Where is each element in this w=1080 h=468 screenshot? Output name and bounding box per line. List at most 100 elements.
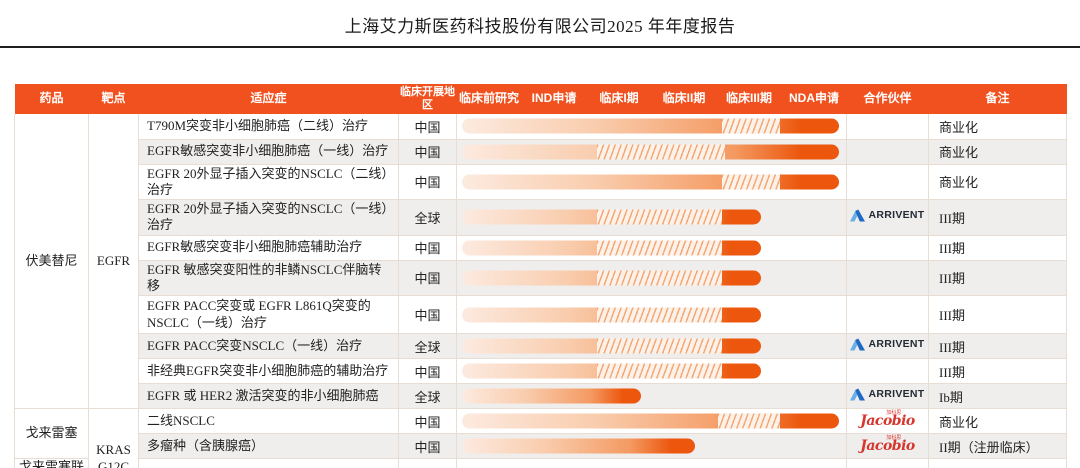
region-cell: 中国 [398,114,457,140]
indication-cell: EGFR PACC突变或 EGFR L861Q突变的NSCLC（一线）治疗 [138,295,399,334]
col-header-nda: NDA申请 [781,84,847,114]
col-header-phase-preclinical: 临床前研究 [456,84,522,114]
pipeline-row: 伏美替尼 EGFR T790M突变非小细胞肺癌（二线）治疗 中国 商业化 [14,114,1067,409]
arrivent-logo: ARRIVENT [850,209,924,222]
region-cell: 中国 [398,260,457,296]
remark-cell: III期 [928,260,1067,296]
partner-cell: 加科思 Jacobio [846,458,929,468]
region-cell: 中国 [398,433,457,459]
bar-hatch-pattern [721,118,780,134]
indication-cell: EGFR敏感突变非小细胞肺癌辅助治疗 [138,235,399,261]
col-header-region: 临床开展地区 [398,84,457,114]
phase-track-cell [456,164,847,200]
arrivent-a-icon [850,338,866,350]
drug-cell: 戈来雷塞 [14,408,89,459]
remark-cell: III期 [928,235,1067,261]
col-header-target: 靶点 [88,84,139,114]
jacobio-logo: 加科思 Jacobio [860,435,915,454]
phase-track-cell [456,235,847,261]
col-header-drug: 药品 [14,84,89,114]
bar-hatch-pattern [597,307,722,322]
region-cell: 中国 [398,458,457,468]
remark-cell: III期 [928,333,1067,359]
col-header-phase-1: 临床I期 [586,84,652,114]
indication-cell: T790M突变非小细胞肺癌（二线）治疗 [138,114,399,140]
region-cell: 全球 [398,199,457,236]
col-header-phase-ind: IND申请 [521,84,587,114]
partner-cell: ARRIVENT [846,333,929,359]
pipeline-row: 戈来雷塞 KRAS G12C 二线NSCLC 中国 加科思 Jacobio 商业化 [14,408,1067,468]
partner-cell [846,164,929,200]
partner-cell [846,295,929,334]
indication-cell: 非经典EGFR突变非小细胞肺癌的辅助治疗 [138,358,399,384]
region-cell: 中国 [398,358,457,384]
phase-track-cell [456,114,847,140]
pipeline-row: 非经典EGFR突变非小细胞肺癌的辅助治疗 中国 III期 [15,358,1067,384]
pipeline-row: EGFR PACC突变NSCLC（一线）治疗 全球 ARRIVENT III期 [15,333,1067,359]
partner-cell [846,358,929,384]
pipeline-progress-bar [461,388,641,404]
partner-cell [846,139,929,165]
indication-cell: 二线NSCLC [138,408,399,434]
remark-cell: 商业化 [928,139,1067,165]
bar-hatch-pattern [597,338,722,354]
indication-cell: 与AST24082联合用药用于KRAS G12C 突变的一线NSCLC [138,458,399,468]
phase-track-cell [456,199,847,236]
remark-cell: III期 [928,199,1067,236]
remark-cell: 商业化 [928,408,1067,434]
pipeline-row: EGFR 20外显子插入突变的NSCLC（一线）治疗 全球 ARRIVENT I… [15,199,1067,236]
pipeline-row: EGFR敏感突变非小细胞肺癌辅助治疗 中国 III期 [15,235,1067,261]
bar-hatch-pattern [597,144,726,159]
partner-cell [846,260,929,296]
bar-hatch-pattern [717,413,780,429]
phase-track-cell [456,139,847,165]
table-header-row: 药品 靶点 适应症 临床开展地区 临床前研究 IND申请 临床I期 临床II期 … [14,84,1067,114]
col-header-phase-3: 临床III期 [716,84,782,114]
pipeline-row: EGFR 敏感突变阳性的非鳞NSCLC伴脑转移 中国 III期 [15,260,1067,296]
jacobio-label: Jacobio [860,438,915,454]
arrivent-a-icon [850,209,866,222]
remark-cell: 商业化 [928,114,1067,140]
arrivent-label: ARRIVENT [868,338,925,350]
phase-track-cell [456,383,847,409]
remark-cell: II期（注册临床） [928,433,1067,459]
col-header-partner: 合作伙伴 [846,84,929,114]
phase-track-cell [456,458,847,468]
bar-hatch-pattern [597,270,722,286]
partner-cell [846,114,929,140]
region-cell: 中国 [398,408,457,434]
bar-hatch-pattern [597,363,722,379]
region-cell: 中国 [398,139,457,165]
phase-track-cell [456,295,847,334]
target-cell: KRAS G12C [88,408,139,468]
arrivent-label: ARRIVENT [868,388,925,400]
pipeline-progress-bar [461,438,696,454]
indication-cell: EGFR 20外显子插入突变的NSCLC（一线）治疗 [138,199,399,236]
partner-cell: ARRIVENT [846,199,929,236]
indication-cell: EGFR 20外显子插入突变的NSCLC（二线）治疗 [138,164,399,200]
bar-hatch-pattern [721,174,780,190]
indication-cell: 多瘤种（含胰腺癌） [138,433,399,459]
region-cell: 中国 [398,164,457,200]
remark-cell: III期 [928,358,1067,384]
indication-cell: EGFR PACC突变NSCLC（一线）治疗 [138,333,399,359]
remark-cell: 商业化 [928,164,1067,200]
drug-cell: 伏美替尼 [14,114,89,409]
phase-track-cell [456,408,847,434]
jacobio-label: Jacobio [860,413,915,429]
drug-cell: 戈来雷塞联合SHP2抑制剂 [14,458,89,468]
bar-hatch-pattern [597,209,722,225]
remark-cell: III期 [928,458,1067,468]
col-header-phase-2: 临床II期 [651,84,717,114]
pipeline-row: EGFR PACC突变或 EGFR L861Q突变的NSCLC（一线）治疗 中国… [15,295,1067,334]
page-title: 上海艾力斯医药科技股份有限公司2025 年年度报告 [344,17,736,36]
arrivent-logo: ARRIVENT [850,338,924,351]
region-cell: 中国 [398,235,457,261]
arrivent-a-icon [850,388,866,400]
pipeline-progress-bar [461,413,839,429]
indication-cell: EGFR敏感突变非小细胞肺癌（一线）治疗 [138,139,399,165]
remark-cell: III期 [928,295,1067,334]
pipeline-row: EGFR敏感突变非小细胞肺癌（一线）治疗 中国 商业化 [15,139,1067,165]
phase-track-cell [456,333,847,359]
partner-cell: ARRIVENT [846,383,929,409]
